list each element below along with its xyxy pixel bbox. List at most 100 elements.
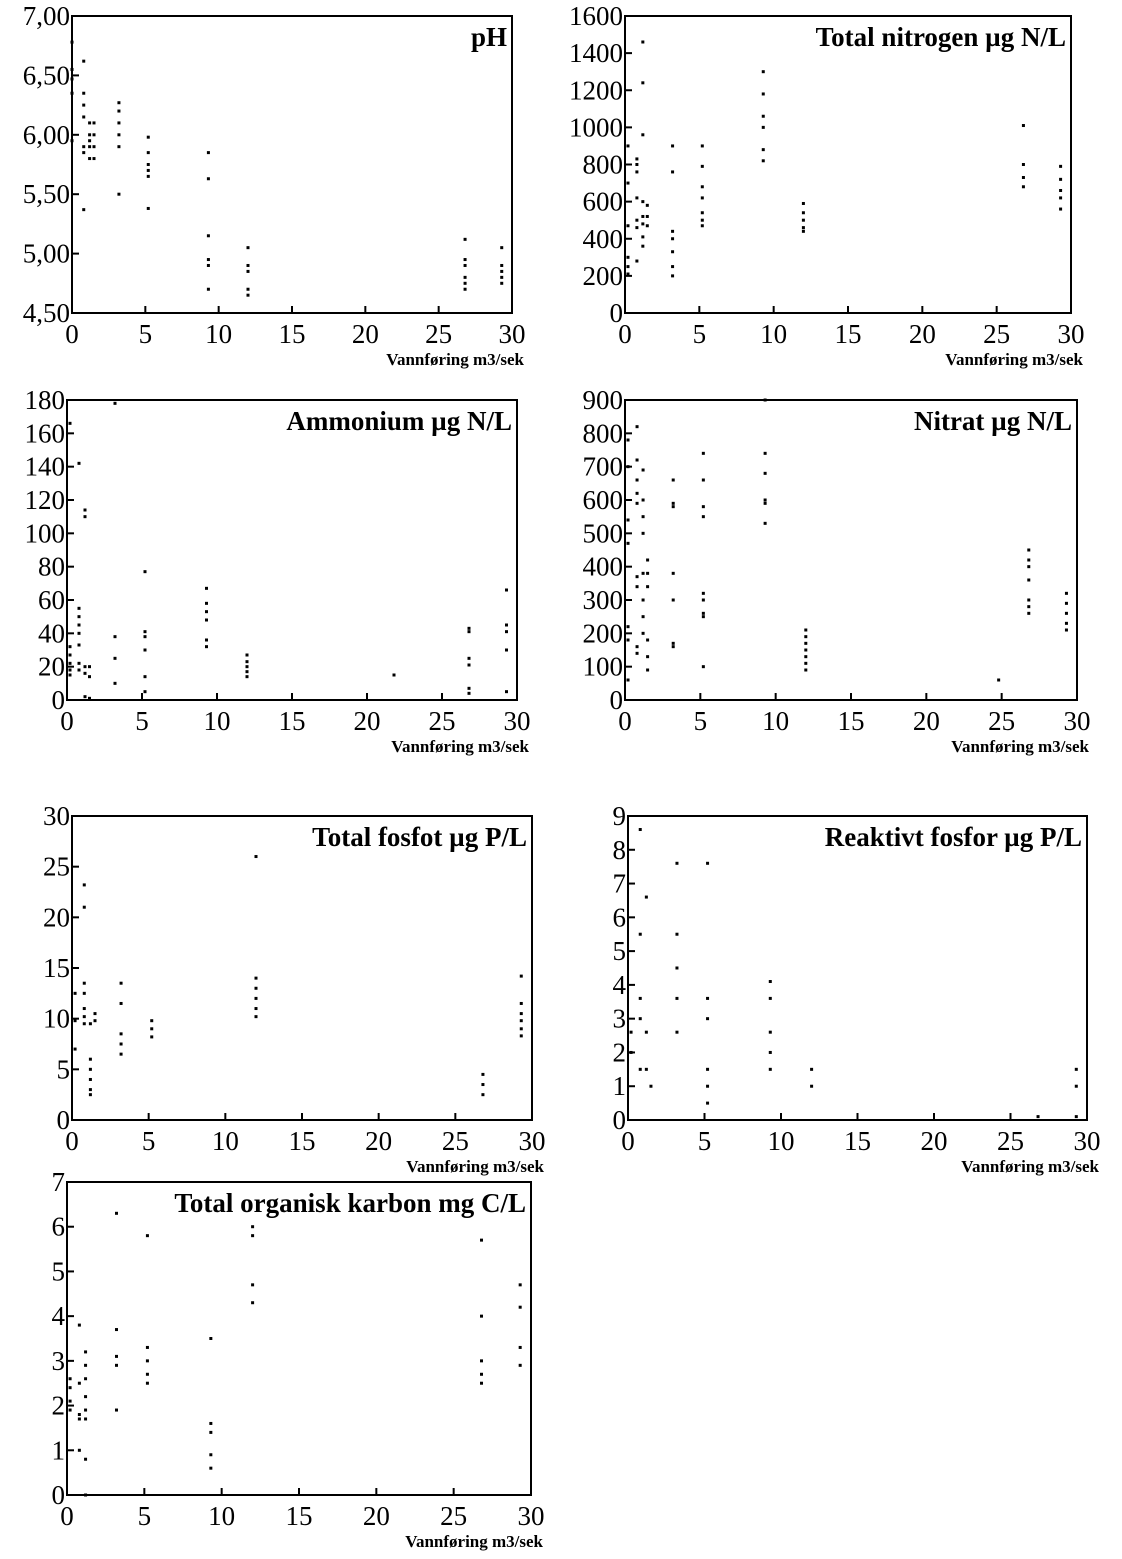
y-tick-label: 800 <box>583 150 624 180</box>
data-point <box>1059 188 1063 192</box>
data-point <box>675 861 679 865</box>
x-tick-label: 5 <box>694 706 708 736</box>
data-point <box>701 598 705 602</box>
data-point <box>635 651 639 655</box>
data-point <box>635 425 639 429</box>
x-tick-label: 15 <box>286 1501 313 1531</box>
data-point <box>761 125 765 129</box>
data-point <box>117 109 121 113</box>
data-point <box>117 101 121 105</box>
data-point <box>1059 196 1063 200</box>
data-point <box>480 1314 484 1318</box>
data-point <box>88 696 91 700</box>
data-point <box>1027 611 1031 615</box>
data-point <box>150 1019 154 1023</box>
data-point <box>84 1350 88 1354</box>
data-point <box>68 645 72 649</box>
data-point <box>801 218 805 222</box>
chart-panel: 0 200 400 600 800 1000 1200 1400 1600 0 5 10 15 20 25 3… <box>569 1 1085 369</box>
data-point <box>117 192 121 196</box>
data-point <box>701 451 705 455</box>
data-point <box>1021 163 1025 166</box>
data-point <box>763 501 767 505</box>
data-point <box>117 121 121 125</box>
data-point <box>82 981 86 985</box>
data-point <box>626 181 630 185</box>
data-point <box>209 1466 213 1470</box>
data-point <box>68 1399 72 1403</box>
data-point <box>519 974 523 978</box>
data-point <box>254 1015 258 1019</box>
data-point <box>626 144 630 148</box>
y-tick-label: 1 <box>613 1071 627 1101</box>
y-tick-label: 180 <box>25 385 66 415</box>
data-point <box>635 170 639 174</box>
data-point <box>701 665 705 669</box>
data-point <box>84 1417 88 1421</box>
x-tick-label: 15 <box>289 1126 316 1156</box>
data-point <box>143 630 147 634</box>
data-point <box>505 623 508 627</box>
data-point <box>641 515 645 519</box>
data-point <box>763 521 767 525</box>
x-tick-label: 10 <box>760 319 787 349</box>
data-point <box>254 1007 258 1011</box>
data-point <box>145 1372 149 1376</box>
x-tick-label: 25 <box>988 706 1015 736</box>
chart-title: pH <box>471 22 507 52</box>
data-point <box>88 665 91 669</box>
data-point <box>641 631 645 635</box>
data-point <box>251 1225 255 1229</box>
data-point <box>646 558 650 562</box>
data-point <box>254 976 258 980</box>
data-point <box>675 1030 679 1034</box>
data-point <box>706 1101 710 1105</box>
data-point <box>649 1084 653 1088</box>
data-point <box>1021 124 1025 128</box>
y-tick-label: 0 <box>57 1105 71 1135</box>
x-axis-label: Vannføring m3/sek <box>945 350 1083 369</box>
data-point <box>645 224 649 228</box>
data-point <box>500 246 504 250</box>
data-point <box>518 1283 522 1287</box>
data-point <box>626 541 630 545</box>
data-point <box>68 421 72 425</box>
chart-title: Nitrat µg N/L <box>914 406 1072 436</box>
data-point <box>206 151 210 155</box>
data-point <box>68 1386 72 1390</box>
data-point <box>117 133 121 137</box>
data-point <box>701 515 705 519</box>
data-point <box>671 641 675 645</box>
data-point <box>671 144 675 148</box>
x-tick-label: 5 <box>693 319 707 349</box>
y-tick-label: 0 <box>610 685 624 715</box>
data-point <box>68 1408 72 1412</box>
data-point <box>500 281 504 285</box>
x-axis-label: Vannføring m3/sek <box>961 1157 1099 1176</box>
x-tick-label: 5 <box>138 1501 152 1531</box>
data-point <box>768 996 772 1000</box>
data-point <box>810 1084 814 1088</box>
x-tick-label: 0 <box>618 319 632 349</box>
data-point <box>70 40 74 44</box>
data-point <box>463 237 467 241</box>
data-point <box>626 518 630 522</box>
data-point <box>645 214 649 218</box>
data-point <box>463 287 467 291</box>
plot-frame <box>66 1181 532 1496</box>
y-tick-label: 1000 <box>569 112 623 142</box>
data-point <box>675 932 679 936</box>
x-tick-label: 15 <box>279 706 306 736</box>
data-point <box>119 1032 123 1036</box>
x-tick-label: 25 <box>425 319 452 349</box>
data-point <box>1027 598 1031 602</box>
data-point <box>641 214 645 218</box>
data-point <box>77 1448 81 1452</box>
data-point <box>635 157 639 161</box>
data-point <box>1064 591 1068 595</box>
data-point <box>245 660 249 664</box>
y-tick-label: 1200 <box>569 75 623 105</box>
data-point <box>641 571 645 575</box>
